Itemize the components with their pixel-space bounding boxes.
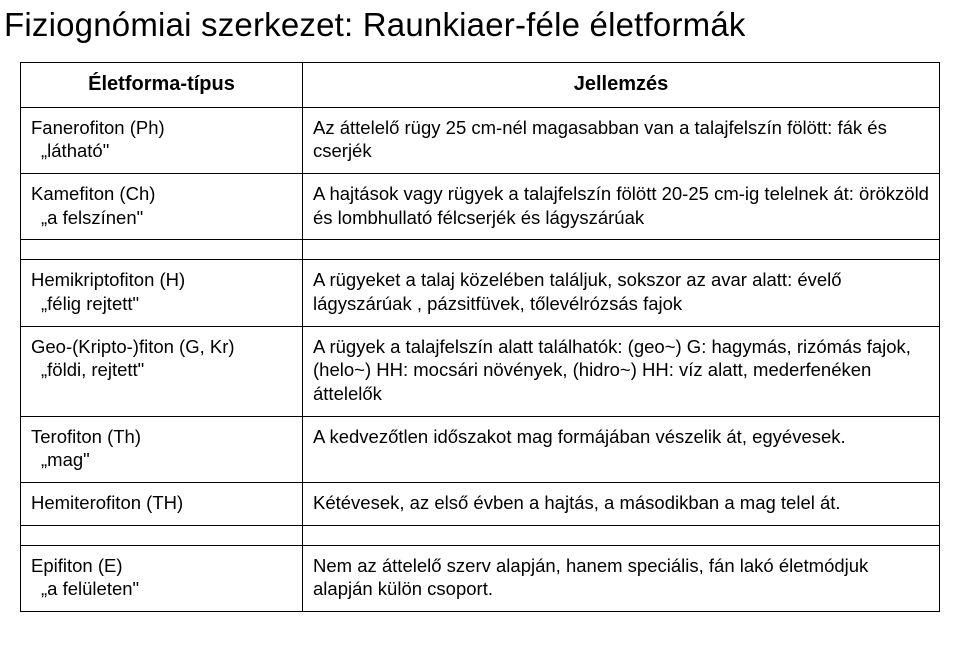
desc-cell: A kedvezőtlen időszakot mag formájában v…: [303, 416, 940, 482]
type-nickname: „a felszínen": [31, 206, 292, 230]
spacer-cell: [21, 525, 303, 545]
type-name: Kamefiton (Ch): [31, 182, 292, 206]
slide-title: Fiziognómiai szerkezet: Raunkiaer-féle é…: [0, 0, 960, 58]
table-row: Hemikriptofiton (H)„félig rejtett"A rügy…: [21, 260, 940, 326]
type-name: Terofiton (Th): [31, 425, 292, 449]
desc-cell: Az áttelelő rügy 25 cm-nél magasabban va…: [303, 107, 940, 173]
type-name: Fanerofiton (Ph): [31, 116, 292, 140]
header-type: Életforma-típus: [21, 63, 303, 108]
desc-cell: Kétévesek, az első évben a hajtás, a más…: [303, 482, 940, 525]
type-nickname: „mag": [31, 448, 292, 472]
type-cell: Geo-(Kripto-)fiton (G, Kr)„földi, rejtet…: [21, 326, 303, 416]
type-nickname: „félig rejtett": [31, 292, 292, 316]
type-nickname: „földi, rejtett": [31, 358, 292, 382]
type-name: Epifiton (E): [31, 554, 292, 578]
type-name: Hemiterofiton (TH): [31, 491, 292, 515]
table-row: Epifiton (E)„a felületen"Nem az áttelelő…: [21, 545, 940, 611]
spacer-cell: [21, 240, 303, 260]
spacer-row: [21, 240, 940, 260]
spacer-cell: [303, 525, 940, 545]
table-row: Hemiterofiton (TH) Kétévesek, az első évb…: [21, 482, 940, 525]
type-name: Hemikriptofiton (H): [31, 268, 292, 292]
spacer-cell: [303, 240, 940, 260]
desc-cell: A rügyeket a talaj közelében találjuk, s…: [303, 260, 940, 326]
desc-cell: A rügyek a talajfelszín alatt találhatók…: [303, 326, 940, 416]
table-row: Kamefiton (Ch)„a felszínen"A hajtások va…: [21, 173, 940, 239]
type-cell: Hemikriptofiton (H)„félig rejtett": [21, 260, 303, 326]
type-cell: Hemiterofiton (TH): [21, 482, 303, 525]
slide: Fiziognómiai szerkezet: Raunkiaer-féle é…: [0, 0, 960, 656]
table-row: Geo-(Kripto-)fiton (G, Kr)„földi, rejtet…: [21, 326, 940, 416]
desc-cell: A hajtások vagy rügyek a talajfelszín fö…: [303, 173, 940, 239]
type-nickname: „a felületen": [31, 577, 292, 601]
type-cell: Fanerofiton (Ph)„látható": [21, 107, 303, 173]
table-row: Fanerofiton (Ph)„látható"Az áttelelő rüg…: [21, 107, 940, 173]
type-cell: Epifiton (E)„a felületen": [21, 545, 303, 611]
type-cell: Kamefiton (Ch)„a felszínen": [21, 173, 303, 239]
type-name: Geo-(Kripto-)fiton (G, Kr): [31, 335, 292, 359]
lifeform-table: Életforma-típus Jellemzés Fanerofiton (P…: [20, 62, 940, 612]
table-row: Terofiton (Th)„mag"A kedvezőtlen időszak…: [21, 416, 940, 482]
spacer-row: [21, 525, 940, 545]
type-cell: Terofiton (Th)„mag": [21, 416, 303, 482]
desc-cell: Nem az áttelelő szerv alapján, hanem spe…: [303, 545, 940, 611]
type-nickname: „látható": [31, 139, 292, 163]
table-header-row: Életforma-típus Jellemzés: [21, 63, 940, 108]
header-desc: Jellemzés: [303, 63, 940, 108]
